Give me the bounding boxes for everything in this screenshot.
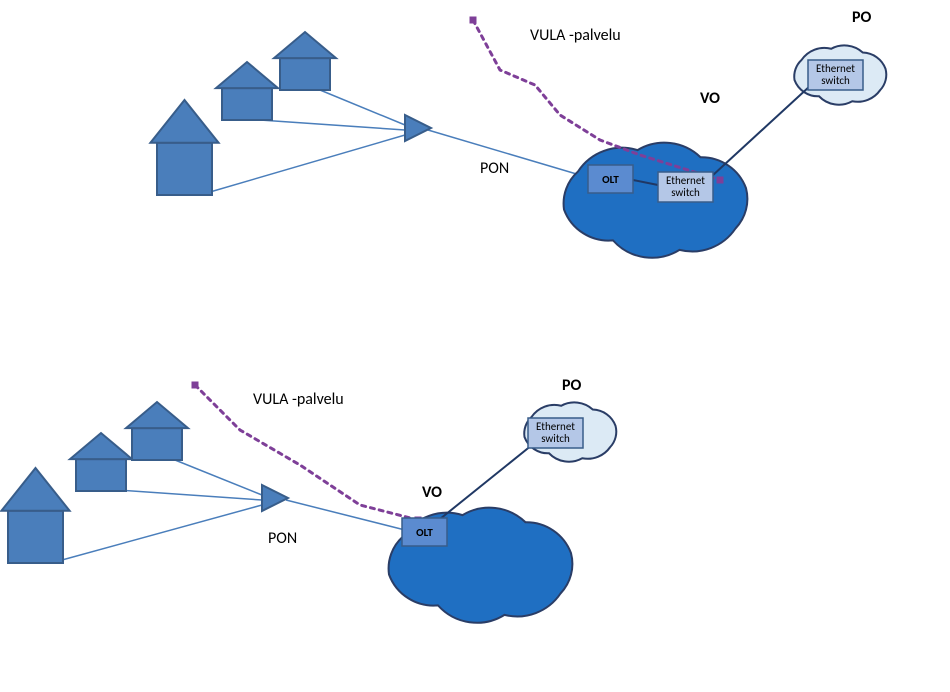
bottom-house-1 bbox=[70, 433, 132, 491]
bottom-house-0 bbox=[1, 468, 69, 563]
bottom-pon-line-3 bbox=[286, 500, 405, 530]
bottom-pon-line-2 bbox=[175, 460, 262, 495]
top-house-0 bbox=[150, 100, 218, 195]
top-eth-po-l2: switch bbox=[821, 74, 850, 87]
top-pon-line-1 bbox=[260, 120, 405, 130]
dotted-endpoint bbox=[192, 382, 198, 388]
bottom-pon-label: PON bbox=[268, 529, 297, 548]
top-pon-label: PON bbox=[480, 159, 509, 178]
top-po-label: PO bbox=[852, 8, 872, 27]
bottom-olt-label: OLT bbox=[416, 526, 433, 539]
bottom-po-label: PO bbox=[562, 376, 582, 395]
top-house-2 bbox=[274, 32, 336, 90]
bottom-vo-label: VO bbox=[422, 483, 442, 502]
bottom-pon-splitter bbox=[262, 485, 288, 511]
top-vula-label: VULA -palvelu bbox=[530, 26, 621, 45]
top-vo-cloud bbox=[564, 143, 748, 258]
top-link-1 bbox=[712, 86, 810, 176]
top-eth-vo-l2: switch bbox=[671, 186, 700, 199]
dotted-endpoint bbox=[717, 177, 723, 183]
bottom-pon-line-1 bbox=[118, 490, 262, 500]
diagram-canvas: OLTEthernetswitchEthernetswitchVULA -pal… bbox=[0, 0, 950, 692]
top-pon-line-0 bbox=[210, 135, 405, 192]
bottom-eth-po-l2: switch bbox=[541, 432, 570, 445]
top-pon-splitter bbox=[405, 115, 431, 141]
bottom-vula-label: VULA -palvelu bbox=[253, 390, 344, 409]
dotted-endpoint bbox=[470, 17, 476, 23]
bottom-house-2 bbox=[126, 402, 188, 460]
top-pon-line-2 bbox=[320, 90, 405, 125]
top-olt-label: OLT bbox=[602, 173, 619, 186]
top-vo-label: VO bbox=[700, 89, 720, 108]
bottom-pon-line-0 bbox=[62, 505, 262, 560]
top-house-1 bbox=[216, 62, 278, 120]
